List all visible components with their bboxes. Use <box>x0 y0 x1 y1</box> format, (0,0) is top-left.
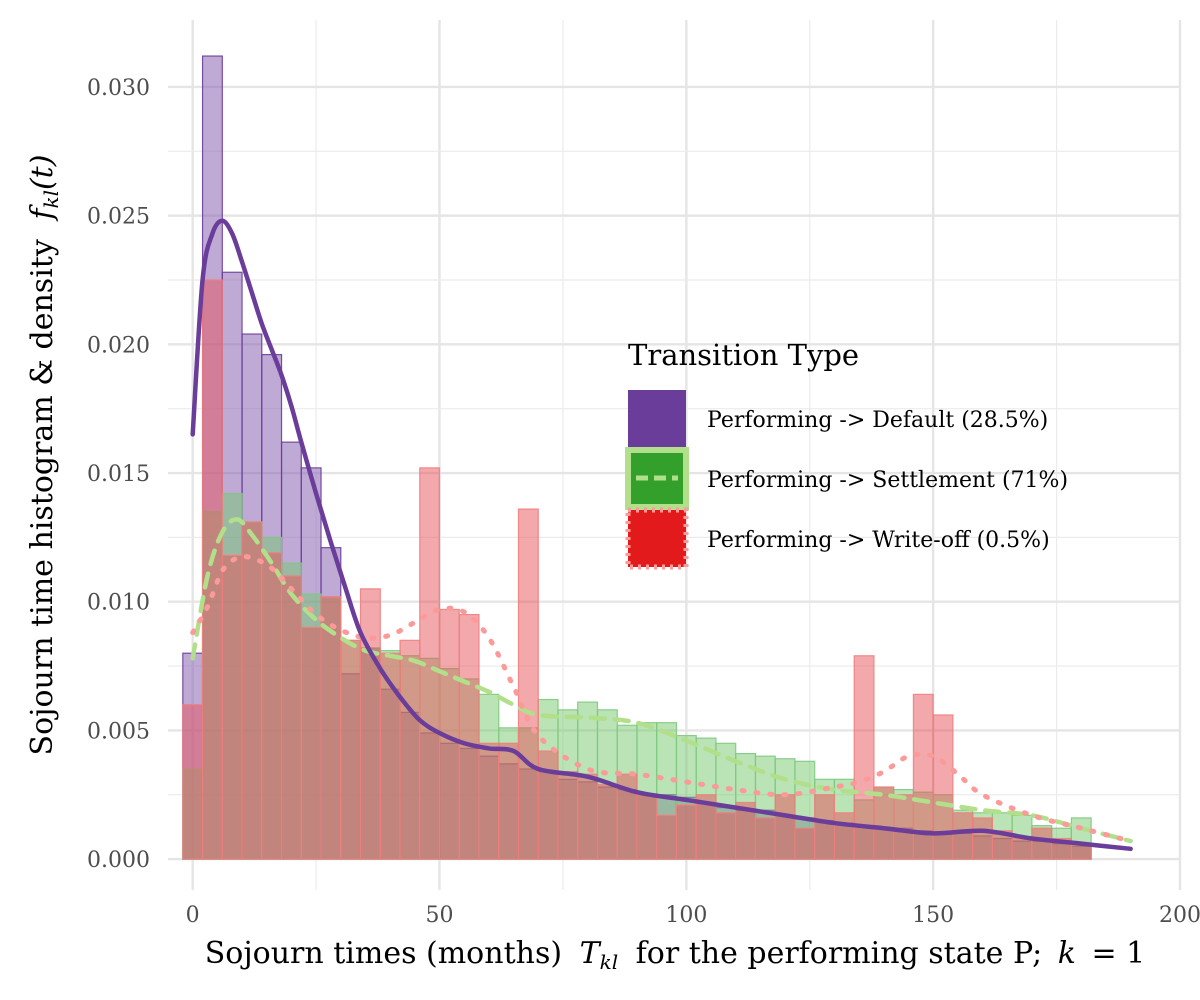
legend-label-default: Performing -> Default (28.5%) <box>707 408 1048 433</box>
histogram-bar <box>893 794 915 860</box>
x-tick-label: 150 <box>912 903 954 928</box>
legend: Transition Type Performing -> Default (2… <box>625 338 1068 570</box>
histogram-bar <box>478 742 500 860</box>
histogram-bar <box>814 794 836 860</box>
legend-label-settlement: Performing -> Settlement (71%) <box>707 468 1068 493</box>
histogram-bar <box>932 714 954 860</box>
histogram-bar <box>182 704 204 860</box>
legend-key-default <box>628 390 686 447</box>
histogram-bar <box>340 639 362 860</box>
histogram-bar <box>320 595 342 860</box>
y-tick-label: 0.005 <box>87 719 150 744</box>
histogram-bar <box>952 812 974 860</box>
x-tick-label: 200 <box>1159 903 1200 928</box>
histogram-bar <box>557 770 579 860</box>
histogram-bar <box>853 655 875 860</box>
histogram-bar <box>774 794 796 860</box>
histogram-bar <box>715 812 737 860</box>
histogram-bar <box>577 773 599 860</box>
y-axis-title: Sojourn time histogram & density fkl(t) <box>25 155 63 756</box>
histogram-bar <box>596 783 618 860</box>
histogram-bar <box>656 814 678 860</box>
legend-key-writeoff <box>625 507 689 570</box>
y-tick-label: 0.010 <box>87 591 150 616</box>
histogram-bar <box>833 812 855 860</box>
histogram-bar <box>201 279 223 860</box>
x-tick-label: 50 <box>426 903 454 928</box>
density-lines <box>190 218 1134 852</box>
x-tick-labels: 0 50 100 150 200 <box>186 903 1200 928</box>
x-tick-label: 0 <box>186 903 200 928</box>
histogram-bar <box>675 804 697 860</box>
histogram-bar <box>261 552 283 860</box>
x-tick-label: 100 <box>665 903 707 928</box>
histogram-bar <box>399 639 421 860</box>
histogram-bar <box>458 613 480 860</box>
x-axis-title: Sojourn times (months) Tkl for the perfo… <box>205 936 1146 977</box>
histogram-bar <box>359 588 381 860</box>
legend-label-writeoff: Performing -> Write-off (0.5%) <box>707 528 1050 553</box>
y-tick-label: 0.015 <box>87 462 150 487</box>
histogram-bar <box>636 794 658 860</box>
histogram-bar <box>241 521 263 860</box>
histogram-bar <box>754 817 776 860</box>
histogram-bar <box>1031 827 1053 860</box>
density-line-writeoff <box>190 554 1134 844</box>
legend-title: Transition Type <box>628 338 859 372</box>
histogram-bar <box>972 817 994 860</box>
density-line-default <box>190 218 1133 852</box>
histogram-bar <box>517 508 539 860</box>
y-tick-label: 0.020 <box>87 333 150 358</box>
histogram-bar <box>300 626 322 860</box>
histogram-bar <box>280 575 302 860</box>
histogram-bar <box>794 827 816 860</box>
y-tick-label: 0.030 <box>87 76 150 101</box>
y-tick-labels: 0.000 0.005 0.010 0.015 0.020 0.025 0.030 <box>87 76 150 873</box>
y-tick-label: 0.025 <box>87 205 150 230</box>
histogram-bars <box>182 55 1092 860</box>
histogram-bar <box>1011 837 1033 860</box>
density-line-settlement <box>190 517 1133 844</box>
histogram-bar <box>498 742 520 860</box>
histogram-bar <box>537 750 559 860</box>
y-tick-label: 0.000 <box>87 848 150 873</box>
histogram-bar <box>221 554 243 860</box>
